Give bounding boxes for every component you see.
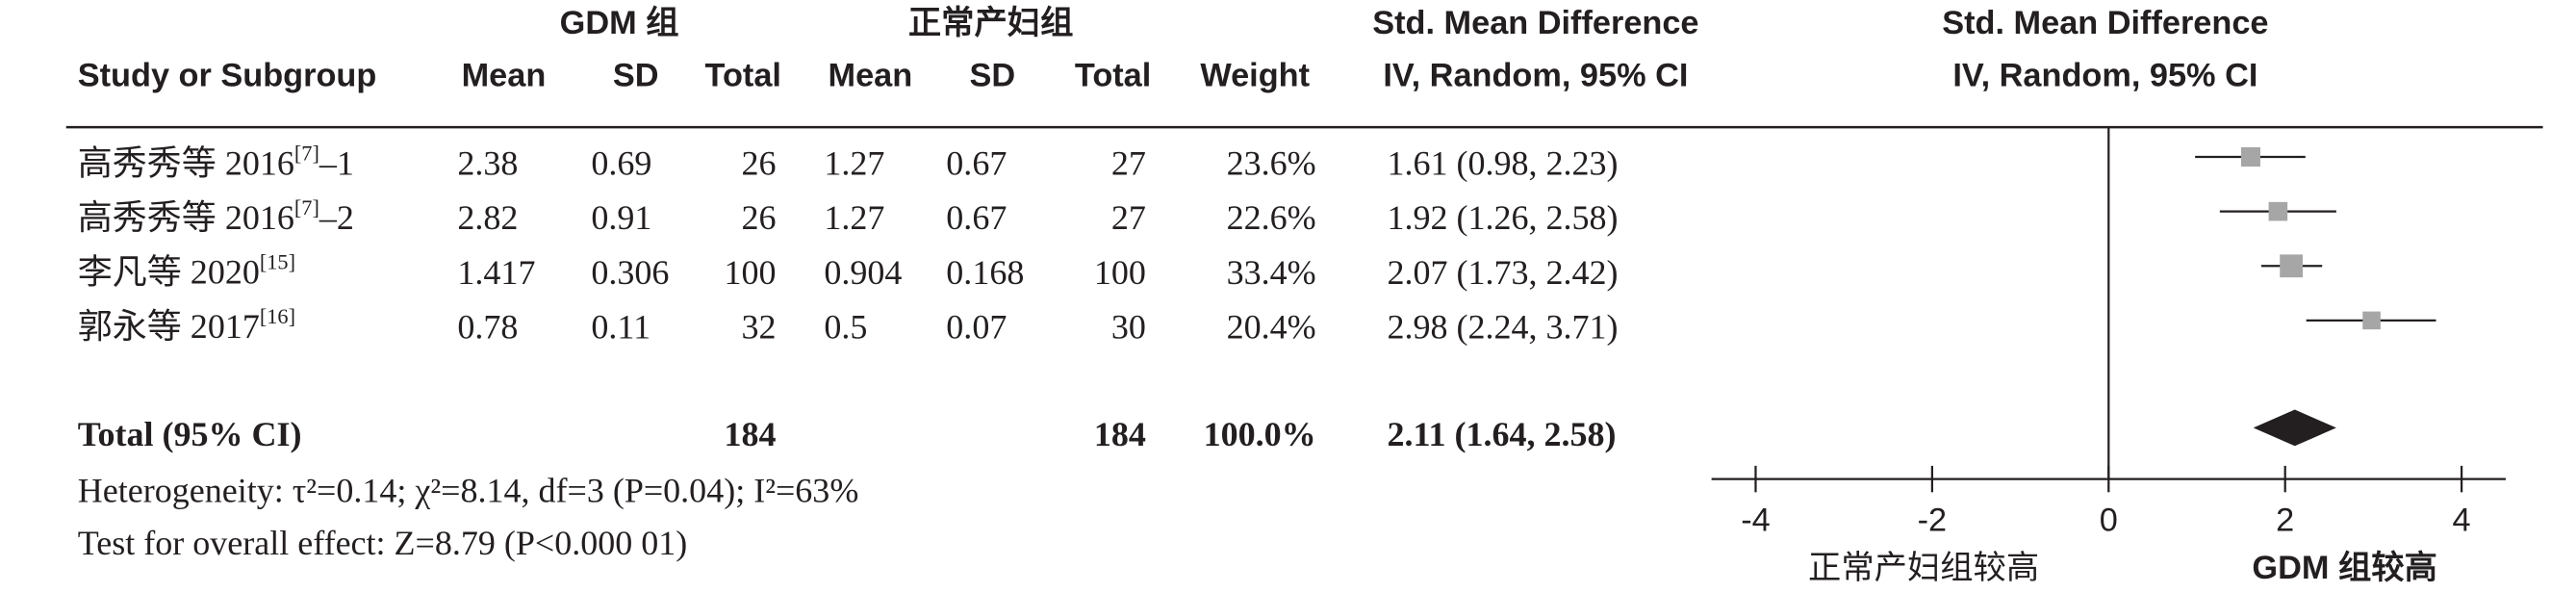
method-header: IV, Random, 95% CI	[1383, 58, 1688, 94]
heterogeneity: Heterogeneity: τ²=0.14; χ²=8.14, df=3 (P…	[78, 471, 859, 509]
favours-left: 正常产妇组较高	[1808, 550, 2039, 586]
weight: 23.6%	[1227, 144, 1316, 183]
x-tick-label: 2	[2276, 502, 2294, 538]
column-header: Study or Subgroup	[78, 58, 377, 94]
mean: 1.27	[824, 144, 884, 183]
total-diamond	[2253, 409, 2336, 447]
total: 30	[1111, 307, 1146, 346]
method-header: IV, Random, 95% CI	[1952, 58, 2257, 94]
ci-label: 1.92 (1.26, 2.58)	[1387, 198, 1618, 237]
mean: 2.82	[457, 198, 518, 237]
x-tick-label: 4	[2453, 502, 2471, 538]
mean: 0.78	[457, 307, 518, 346]
total: 100	[725, 253, 777, 292]
column-header: Mean	[829, 58, 913, 94]
weight: 22.6%	[1227, 198, 1316, 237]
weight: 20.4%	[1227, 307, 1316, 346]
sd: 0.168	[946, 253, 1024, 292]
sd: 0.67	[946, 198, 1007, 237]
total: 27	[1111, 144, 1146, 183]
column-header: Total	[705, 58, 781, 94]
study-label: 高秀秀等 2016[7]–2	[78, 195, 354, 237]
total-weight: 100.0%	[1204, 415, 1316, 453]
mean: 0.5	[824, 307, 867, 346]
total-n: 184	[1094, 415, 1146, 453]
total: 100	[1094, 253, 1146, 292]
weight: 33.4%	[1227, 253, 1316, 292]
effect-header: Std. Mean Difference	[1372, 5, 1698, 41]
total-label: Total (95% CI)	[78, 415, 302, 453]
total-n: 184	[725, 415, 777, 453]
study-ref: [7]	[294, 141, 319, 165]
group-header: GDM 组	[560, 5, 679, 41]
overall-effect: Test for overall effect: Z=8.79 (P<0.000…	[78, 524, 688, 562]
effect-square	[2268, 201, 2288, 221]
study-suffix: –2	[319, 198, 354, 237]
column-header: Weight	[1200, 58, 1310, 94]
study-name: 高秀秀等 2016	[78, 144, 294, 183]
sd: 0.67	[946, 144, 1007, 183]
study-label: 郭永等 2017[16]	[78, 304, 295, 346]
total-ci-label: 2.11 (1.64, 2.58)	[1387, 415, 1616, 453]
study-ref: [16]	[260, 304, 295, 328]
x-tick-label: -4	[1741, 502, 1771, 538]
total: 26	[742, 144, 777, 183]
total: 27	[1111, 198, 1146, 237]
study-label: 李凡等 2020[15]	[78, 250, 295, 292]
ci-label: 2.07 (1.73, 2.42)	[1387, 253, 1618, 292]
study-ref: [15]	[260, 250, 295, 274]
x-tick-label: -2	[1918, 502, 1948, 538]
column-header: Mean	[462, 58, 547, 94]
sd: 0.91	[591, 198, 651, 237]
column-header: SD	[613, 58, 659, 94]
effect-square	[2362, 311, 2381, 330]
total: 32	[742, 307, 777, 346]
column-header: Total	[1075, 58, 1151, 94]
x-tick-label: 0	[2100, 502, 2118, 538]
study-label: 高秀秀等 2016[7]–1	[78, 141, 354, 182]
sd: 0.306	[591, 253, 669, 292]
total: 26	[742, 198, 777, 237]
mean: 1.27	[824, 198, 884, 237]
mean: 2.38	[457, 144, 518, 183]
study-name: 李凡等 2020	[78, 253, 260, 292]
column-header: SD	[970, 58, 1016, 94]
study-name: 郭永等 2017	[78, 307, 260, 346]
study-ref: [7]	[294, 195, 319, 219]
study-name: 高秀秀等 2016	[78, 198, 294, 237]
mean: 1.417	[457, 253, 535, 292]
ci-label: 2.98 (2.24, 3.71)	[1387, 307, 1618, 346]
sd: 0.11	[591, 307, 650, 346]
effect-square	[2280, 254, 2304, 278]
sd: 0.69	[591, 144, 651, 183]
sd: 0.07	[946, 307, 1007, 346]
effect-header: Std. Mean Difference	[1942, 5, 2268, 41]
mean: 0.904	[824, 253, 902, 292]
study-suffix: –1	[319, 144, 354, 183]
ci-label: 1.61 (0.98, 2.23)	[1387, 144, 1618, 183]
favours-right: GDM 组较高	[2252, 550, 2436, 586]
effect-square	[2240, 147, 2260, 168]
group-header: 正常产妇组	[908, 5, 1074, 41]
